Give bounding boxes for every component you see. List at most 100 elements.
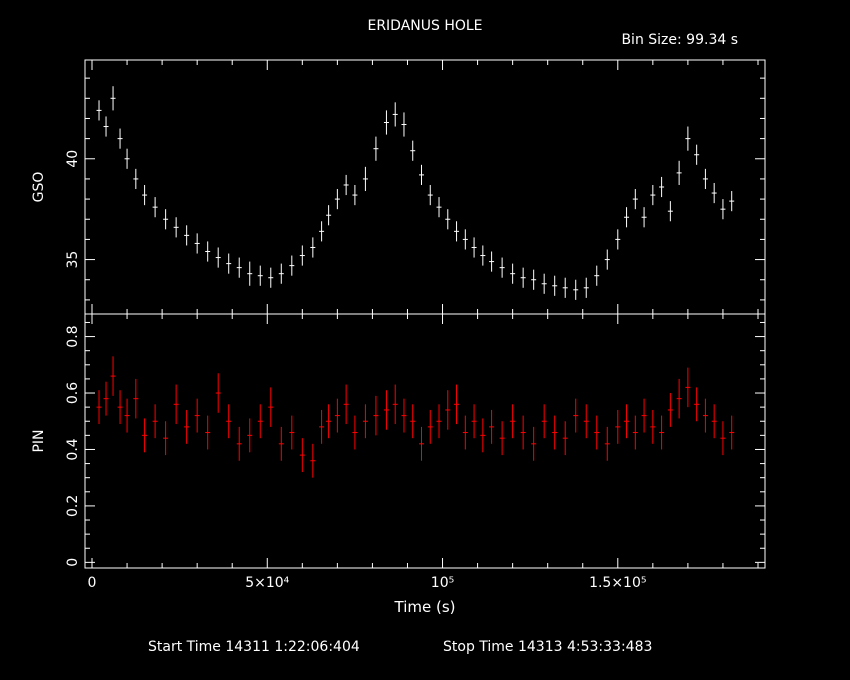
data-point (410, 404, 416, 439)
data-point (152, 197, 158, 218)
x-tick-label: 1.5×10⁵ (589, 575, 646, 591)
data-point (110, 356, 116, 396)
data-point (694, 387, 700, 422)
pin-frame (84, 313, 766, 569)
data-point (641, 207, 647, 228)
data-point (373, 136, 379, 161)
data-point (418, 164, 424, 185)
data-point (676, 160, 682, 185)
gso-axis-ticks: 35 40 (65, 60, 765, 314)
data-point (299, 438, 305, 473)
gso-data-points (96, 86, 735, 300)
data-point (124, 148, 130, 169)
data-point (489, 409, 495, 444)
data-point (720, 421, 726, 456)
data-point (531, 426, 537, 461)
data-point (268, 387, 274, 427)
data-point (124, 398, 130, 433)
data-point (702, 398, 708, 433)
data-point (142, 184, 148, 206)
data-point (624, 404, 630, 439)
data-point (729, 415, 735, 450)
data-point (499, 421, 505, 456)
data-point (257, 404, 263, 439)
data-point (615, 409, 621, 444)
data-point (650, 409, 656, 444)
data-point (226, 404, 232, 439)
data-point (352, 184, 358, 206)
data-point (310, 237, 316, 258)
data-point (173, 217, 179, 238)
data-point (427, 184, 433, 206)
data-point (401, 398, 407, 433)
x-tick-label: 10⁵ (431, 575, 454, 591)
x-tick-label: 5×10⁴ (245, 575, 289, 591)
pin-axis-ticks: 0 0.2 0.4 0.6 0.8 0 5×10⁴ 10⁵ 1.5×10⁵ (65, 314, 765, 591)
data-point (594, 415, 600, 450)
data-point (685, 367, 691, 408)
data-point (319, 221, 325, 242)
data-point (205, 241, 211, 262)
data-point (471, 237, 477, 258)
data-point (510, 404, 516, 439)
data-point (383, 110, 389, 135)
data-point (520, 415, 526, 450)
y-tick-label: 0.6 (65, 382, 81, 404)
data-point (480, 245, 486, 266)
data-point (215, 373, 221, 413)
data-point (667, 393, 673, 427)
x-tick-label: 0 (88, 575, 97, 591)
data-point (604, 249, 610, 270)
data-point (462, 229, 468, 250)
data-point (445, 390, 451, 430)
data-point (552, 275, 558, 296)
data-point (142, 418, 148, 453)
data-point (326, 404, 332, 439)
data-point (96, 390, 102, 425)
data-point (184, 225, 190, 246)
data-point (552, 415, 558, 450)
data-point (583, 404, 589, 439)
data-point (289, 415, 295, 450)
data-point (520, 267, 526, 288)
data-point (362, 404, 368, 439)
data-point (103, 381, 109, 416)
data-point (194, 398, 200, 433)
pin-panel: 0 0.2 0.4 0.6 0.8 0 5×10⁴ 10⁵ 1.5×10⁵ PIN Time (… (31, 313, 766, 616)
data-point (392, 384, 398, 425)
data-point (410, 140, 416, 161)
data-point (694, 144, 700, 165)
data-point (711, 404, 717, 439)
data-point (632, 415, 638, 450)
data-point (343, 384, 349, 425)
data-point (401, 112, 407, 137)
data-point (541, 273, 547, 294)
data-point (110, 86, 116, 111)
data-point (343, 174, 349, 196)
data-point (319, 409, 325, 444)
data-point (418, 426, 424, 461)
y-tick-label: 0.2 (65, 495, 81, 517)
y-tick-label: 35 (65, 251, 81, 269)
data-point (541, 404, 547, 439)
data-point (615, 229, 621, 250)
data-point (247, 261, 253, 286)
data-point (362, 166, 368, 192)
data-point (659, 176, 665, 198)
data-point (268, 267, 274, 288)
data-point (583, 277, 589, 298)
data-point (257, 265, 263, 286)
data-point (215, 247, 221, 268)
data-point (289, 255, 295, 276)
data-point (436, 197, 442, 218)
data-point (510, 263, 516, 284)
data-point (650, 184, 656, 206)
data-point (702, 168, 708, 190)
data-point (480, 418, 486, 453)
y-tick-label: 0 (65, 558, 81, 567)
data-point (604, 426, 610, 461)
data-point (117, 390, 123, 425)
data-point (278, 426, 284, 461)
data-point (205, 415, 211, 450)
